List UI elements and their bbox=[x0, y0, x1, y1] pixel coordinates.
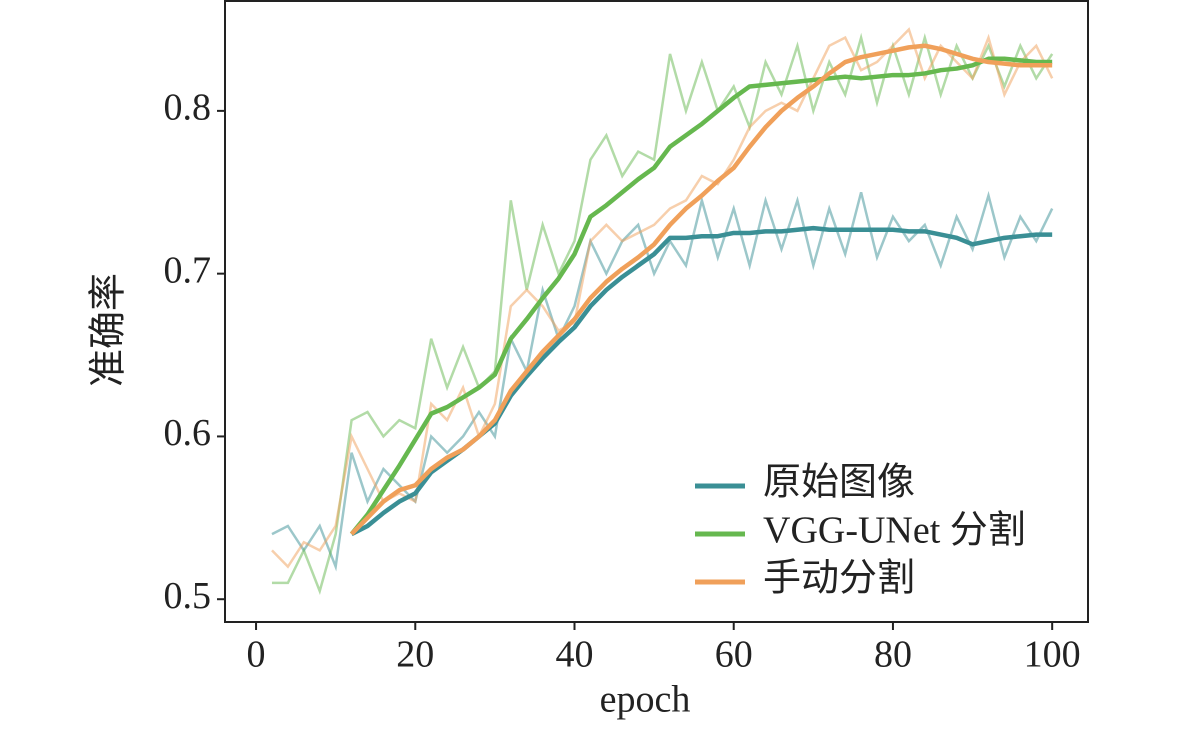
legend-label: 手动分割 bbox=[763, 558, 915, 600]
smoothed-line bbox=[349, 43, 1053, 536]
legend-label: VGG-UNet 分割 bbox=[763, 510, 1026, 552]
y-tick-label: 0.8 bbox=[164, 87, 212, 129]
legend-label: 原始图像 bbox=[763, 462, 915, 504]
y-tick-label: 0.7 bbox=[164, 249, 212, 291]
x-tick-label: 60 bbox=[715, 634, 753, 676]
plot-frame bbox=[224, 0, 1089, 623]
y-axis-label: 准确率 bbox=[88, 273, 130, 387]
x-axis-label: epoch bbox=[600, 679, 691, 721]
x-tick-label: 40 bbox=[555, 634, 593, 676]
x-tick-label: 80 bbox=[874, 634, 912, 676]
y-tick-label: 0.5 bbox=[164, 575, 212, 617]
y-tick-label: 0.6 bbox=[164, 412, 212, 454]
x-tick-label: 100 bbox=[1024, 634, 1081, 676]
x-tick-label: 20 bbox=[396, 634, 434, 676]
x-tick-label: 0 bbox=[247, 634, 266, 676]
smoothed-line bbox=[349, 56, 1053, 536]
raw-line bbox=[271, 27, 1054, 569]
